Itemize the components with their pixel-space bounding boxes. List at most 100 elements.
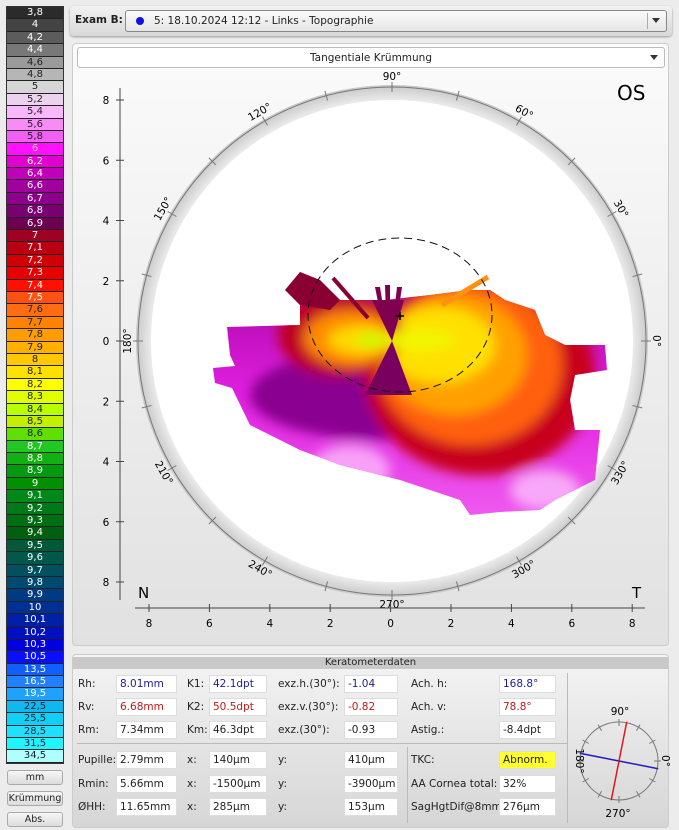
scale-swatch: 9,2	[7, 502, 63, 516]
y-tick-label: 0	[103, 336, 110, 348]
kerato-value-field: -1.04	[344, 675, 398, 693]
nasal-label: N	[138, 584, 149, 602]
kerato-label: Ach. v:	[411, 701, 447, 713]
scale-swatch: 4	[7, 19, 63, 32]
kerato-label: exz.(30°):	[278, 724, 330, 736]
y-tick-label: 2	[103, 396, 110, 408]
scale-swatch: 9,9	[7, 589, 63, 602]
kerato-value-field: 410µm	[344, 751, 398, 769]
scale-swatch: 4,8	[7, 68, 63, 82]
kerato-value-field: 140µm	[209, 751, 267, 769]
kerato-label: K2:	[187, 701, 205, 713]
ring-tick	[516, 116, 522, 126]
pupil-outline	[307, 237, 493, 393]
scale-swatch: 9,1	[7, 490, 63, 503]
scale-swatch: 31,5	[7, 738, 63, 751]
unit-mm-button[interactable]: mm	[7, 770, 63, 785]
scale-swatch: 13,5	[7, 663, 63, 677]
y-tick-label: 6	[103, 155, 110, 167]
topography-map[interactable]: 0°30°60°90°120°150°180°210°240°270°300°3…	[0, 0, 679, 650]
kerato-label: ØHH:	[78, 801, 106, 813]
compass-label-90: 90°	[611, 706, 630, 718]
kerato-label: Pupille:	[78, 754, 117, 766]
scale-swatch: 10,1	[7, 614, 63, 627]
scale-swatch: 7,9	[7, 341, 63, 354]
scale-swatch: 8,4	[7, 403, 63, 416]
ring-tick	[516, 556, 522, 566]
kerato-value-field: 2.79mm	[116, 751, 177, 769]
kerato-label: x:	[187, 777, 197, 790]
kerato-label: Astig.:	[411, 724, 445, 736]
scale-swatch: 8,8	[7, 453, 63, 466]
scale-swatch: 8,2	[7, 378, 63, 392]
scale-swatch: 8,6	[7, 428, 63, 441]
ring-tick	[324, 90, 329, 101]
ring-tick	[607, 211, 617, 217]
scale-swatch: 16,5	[7, 676, 63, 689]
keratometer-title: Keratometerdaten	[73, 657, 668, 669]
scale-swatch: 9,7	[7, 564, 63, 577]
scale-swatch: 8,1	[7, 366, 63, 379]
kerato-label: x:	[187, 801, 197, 813]
ring-tick	[567, 157, 576, 166]
scale-swatch: 6,9	[7, 217, 63, 231]
scale-swatch: 6,4	[7, 168, 63, 181]
scale-swatch: 6,7	[7, 192, 63, 206]
scale-swatch: 6,2	[7, 155, 63, 169]
kerato-value-field: 153µm	[344, 798, 398, 816]
kerato-value-field: 42.1dpt	[209, 675, 267, 693]
scale-swatch: 7,3	[7, 267, 63, 280]
kerato-label: Ach. h:	[411, 678, 448, 690]
angle-label: 0°	[650, 335, 662, 347]
scale-swatch: 34,5	[7, 750, 63, 763]
y-tick-label: 8	[103, 577, 110, 589]
scale-swatch: 3,8	[7, 7, 63, 20]
kerato-value-field: Abnorm.	[499, 751, 556, 769]
kerato-label: exz.h.(30°):	[278, 678, 340, 690]
angle-label: 270°	[379, 599, 404, 611]
ring-tick	[141, 404, 152, 409]
scale-swatch: 4,2	[7, 31, 63, 45]
scale-swatch: 5,2	[7, 93, 63, 107]
x-tick-label: 4	[266, 618, 273, 630]
chevron-down-icon	[652, 18, 660, 23]
compass-label-180: 180°	[573, 748, 585, 773]
color-scale: 3,8 4 4,2 4,4 4,6 4,8 5 5,2 5,4 5,6 5,8 6 6,2 6,4 6,6 6…	[6, 6, 64, 764]
ring-tick	[262, 556, 268, 566]
ring-tick	[632, 404, 643, 409]
mode-curvature-button[interactable]: Krümmung	[7, 791, 63, 806]
ring-tick	[208, 157, 217, 166]
ring-tick	[167, 465, 177, 471]
y-tick-label: 8	[103, 95, 110, 107]
scale-swatch: 4,4	[7, 44, 63, 57]
scale-swatch: 6,6	[7, 180, 63, 193]
x-tick-label: 6	[206, 618, 213, 630]
kerato-label: y:	[278, 801, 287, 813]
axis-compass: 90° 270° 180° 0°	[573, 706, 670, 820]
kerato-label: Rm:	[78, 724, 100, 736]
ring-tick	[141, 273, 152, 278]
exam-select[interactable]: 5: 18.10.2024 12:12 - Links - Topographi…	[125, 10, 667, 32]
scale-swatch: 8	[7, 353, 63, 367]
kerato-label: AA Cornea total:	[411, 777, 498, 790]
kerato-value-field: 5.66mm	[116, 774, 177, 793]
y-tick-label: 2	[103, 276, 110, 288]
kerato-label: exz.v.(30°):	[278, 701, 339, 713]
scale-swatch: 6	[7, 143, 63, 156]
scale-swatch: 5,8	[7, 130, 63, 144]
steep-axis-line	[610, 721, 628, 801]
scale-swatch: 9,4	[7, 527, 63, 540]
map-type-value: Tangentiale Krümmung	[309, 52, 433, 64]
temporal-label: T	[631, 584, 642, 602]
scale-swatch: 10,5	[7, 651, 63, 664]
scale-swatch: 5,4	[7, 106, 63, 119]
ring-tick	[455, 581, 460, 592]
scale-swatch: 7,5	[7, 291, 63, 305]
kerato-value-field: 285µm	[209, 798, 267, 816]
kerato-label: y:	[278, 754, 287, 766]
exam-dot-icon	[136, 17, 144, 25]
scale-swatch: 9,5	[7, 539, 63, 553]
kerato-label: SagHgtDif@8mm:	[411, 801, 506, 813]
map-type-select[interactable]: Tangentiale Krümmung	[77, 47, 665, 68]
absolute-scale-button[interactable]: Abs.	[7, 812, 63, 827]
